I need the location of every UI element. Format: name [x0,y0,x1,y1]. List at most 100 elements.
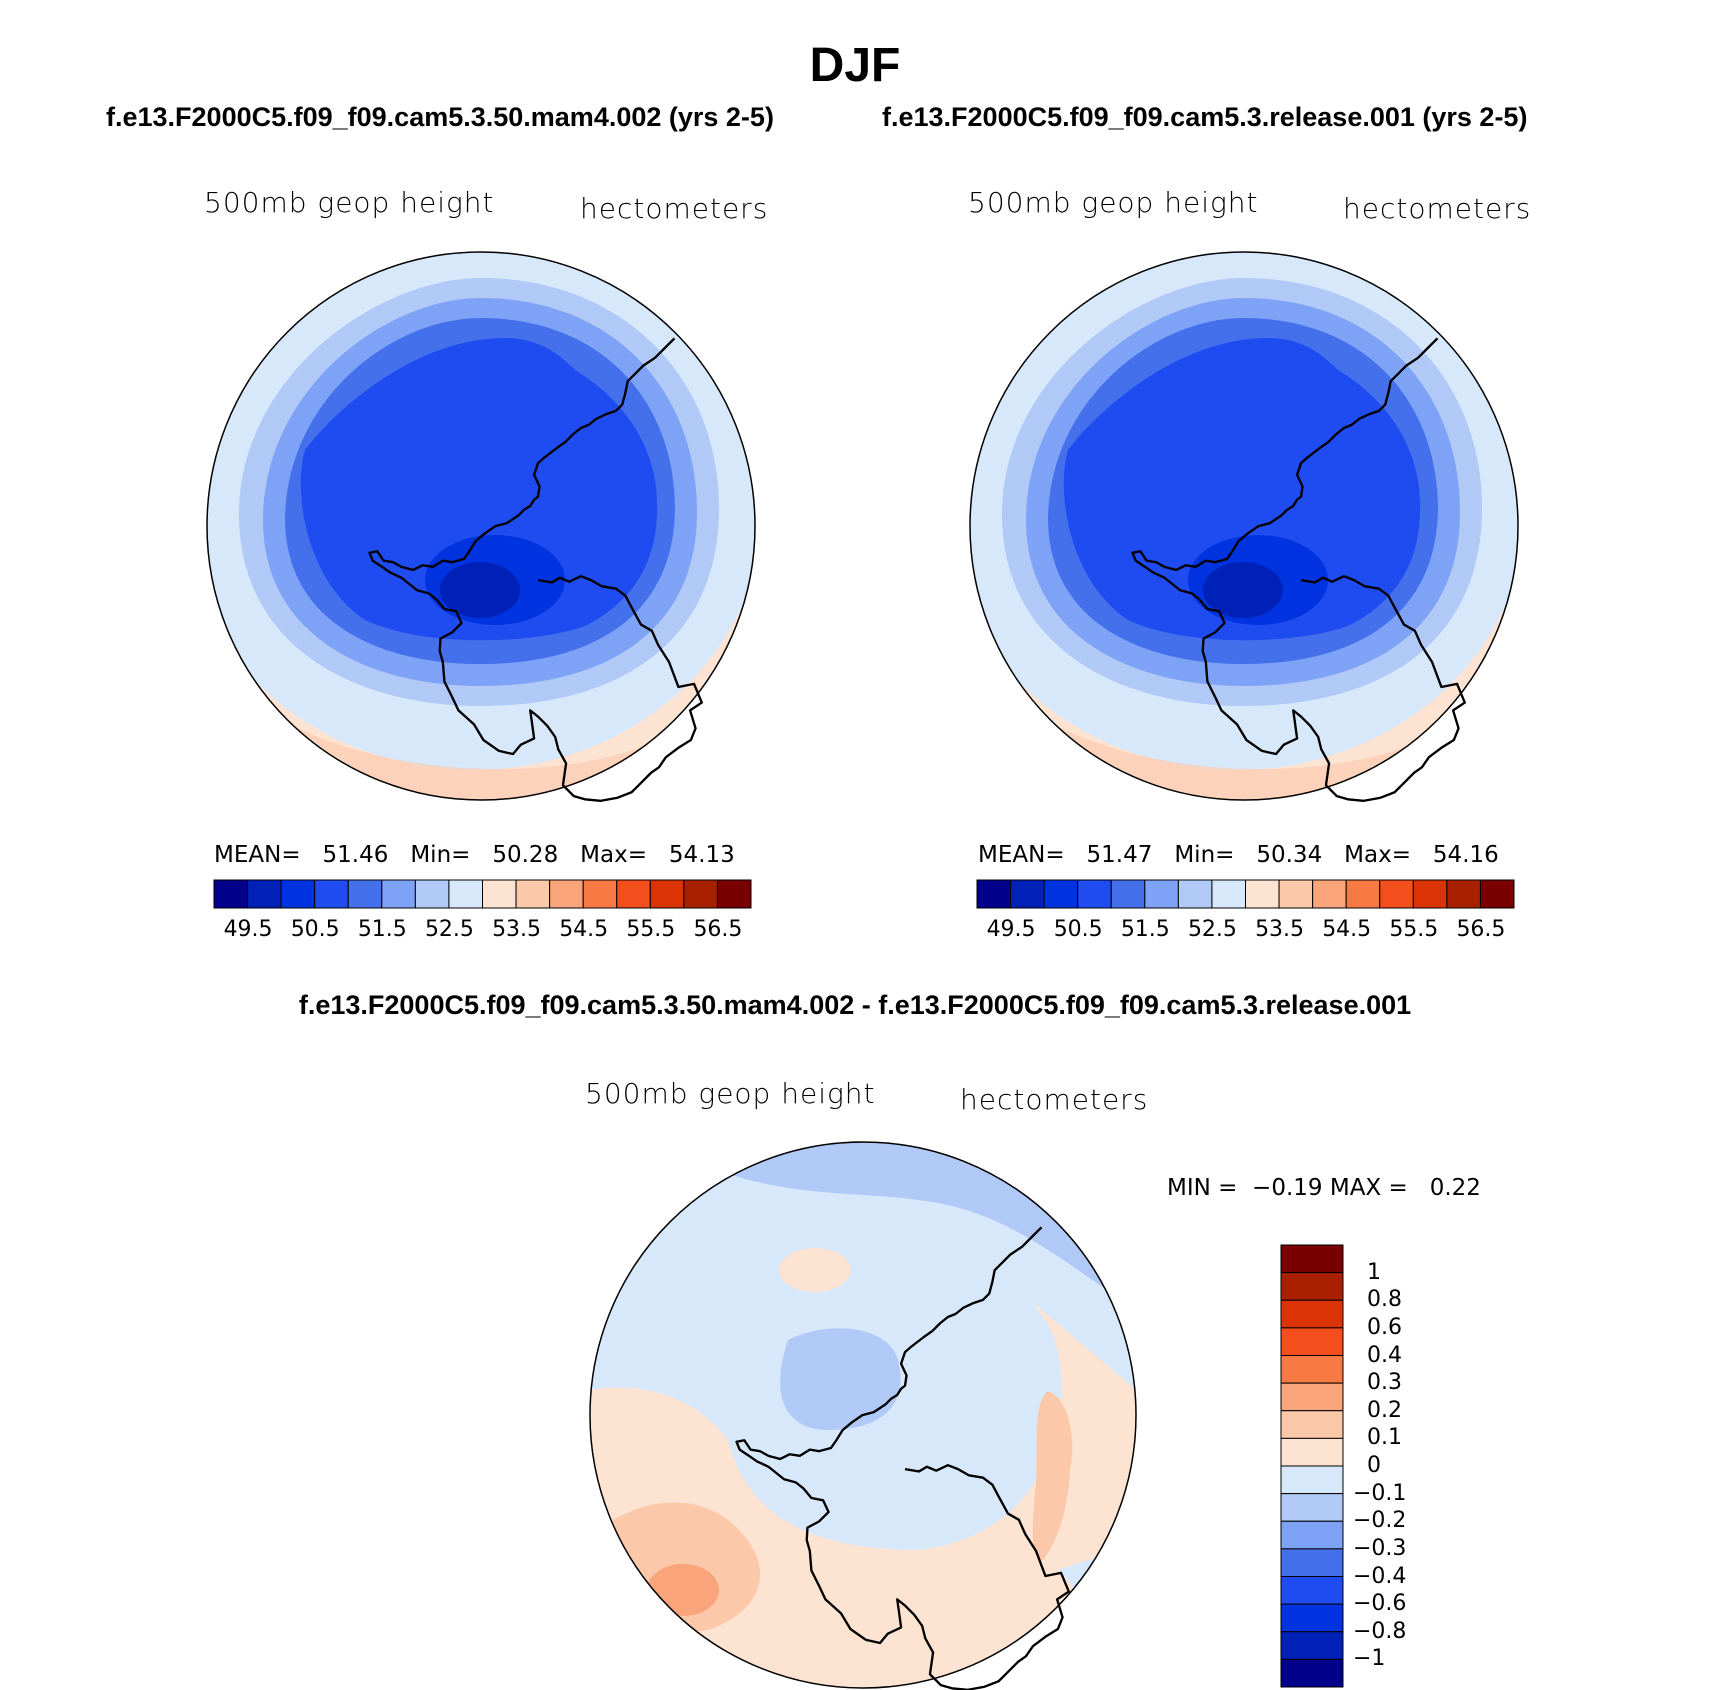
colorbar-tick-label: 54.5 [1322,917,1372,942]
colorbar-tick-label: 51.5 [1120,917,1170,942]
contour-band [779,1248,851,1292]
colorbar-swatch [347,879,383,909]
colorbar-swatch [1280,1493,1344,1522]
colorbar-swatch [213,879,249,909]
colorbar-swatch [1278,879,1314,909]
contour-band [440,562,520,618]
left-mean-value: 51.46 [322,842,389,868]
diff-polar-map [589,1141,1137,1690]
colorbar-tick-label: −0.4 [1353,1563,1407,1589]
antarctica-coastline [368,337,703,803]
contour-fills [590,1142,1136,1688]
colorbar-swatch [1280,1244,1344,1274]
colorbar-swatch [1280,1327,1344,1356]
colorbar-swatch [1280,1410,1344,1439]
colorbar-swatch [1280,1576,1344,1605]
colorbar-tick-label: −0.8 [1353,1618,1407,1644]
diff-stats: MIN = −0.19 MAX = 0.22 [1167,1175,1481,1201]
diff-max-value: 0.22 [1429,1175,1481,1201]
colorbar-tick-label: 56.5 [693,917,743,942]
left-max-label: Max= [580,842,647,868]
map-border [969,251,1519,801]
colorbar-tick-label: 54.5 [559,917,609,942]
colorbar-tick-label: 0.8 [1367,1287,1402,1313]
diff-min-label: MIN = [1167,1175,1238,1201]
colorbar-swatch [1280,1520,1344,1550]
coastline [1131,337,1466,803]
colorbar-swatch [1280,1603,1344,1633]
right-max-value: 54.16 [1432,842,1499,868]
antarctica-coastline [735,1226,1070,1690]
colorbar-swatch [1479,879,1515,909]
left-units-label: hectometers [580,192,769,225]
colorbar-tick-label: 55.5 [626,917,676,942]
colorbar-swatch [649,879,685,909]
right-min-value: 50.34 [1256,842,1323,868]
colorbar-swatch [1312,879,1347,909]
colorbar-tick-label: 0.1 [1367,1425,1402,1451]
colorbar-tick-label: 50.5 [290,917,340,942]
colorbar-tick-label: −0.2 [1353,1508,1407,1534]
diff-max-label: MAX = [1329,1175,1408,1201]
colorbar-tick-label: 52.5 [1187,917,1237,942]
contour-band [780,1328,901,1430]
right-max-label: Max= [1344,842,1411,868]
left-colorbar-ticks: 49.5 50.5 51.5 52.5 53.5 54.5 55.5 56.5 [214,917,751,947]
contour-band [1032,1391,1073,1560]
map-border [206,251,756,801]
colorbar-swatch [1280,1658,1344,1688]
diff-units-label: hectometers [960,1083,1149,1116]
colorbar-swatch [616,879,651,909]
left-run-title: f.e13.F2000C5.f09_f09.cam5.3.50.mam4.002… [106,102,774,132]
coastline [735,1226,1070,1690]
colorbar-swatch [1110,879,1146,909]
colorbar-swatch [976,879,1012,909]
colorbar-tick-label: 49.5 [223,917,273,942]
contour-fills [207,252,755,800]
colorbar-swatch [1043,879,1079,909]
right-run-title: f.e13.F2000C5.f09_f09.cam5.3.release.001… [882,102,1528,132]
colorbar-tick-label: 56.5 [1456,917,1506,942]
colorbar-tick-label: 53.5 [1255,917,1305,942]
colorbar-swatch [482,879,517,909]
colorbar-tick-label: −0.6 [1353,1591,1407,1617]
left-mean-label: MEAN= [214,842,301,868]
diff-variable-label: 500mb geop height [585,1077,876,1110]
colorbar-swatch [1280,1548,1344,1577]
colorbar-swatch [448,879,483,909]
colorbar-tick-label: 0.3 [1367,1370,1402,1396]
colorbar-swatch [1379,879,1414,909]
colorbar-swatch [414,879,450,909]
colorbar-swatch [1280,1272,1344,1301]
colorbar-tick-label: −1 [1353,1646,1386,1672]
colorbar-swatch [549,879,584,909]
colorbar-tick-label: 0 [1367,1453,1381,1478]
colorbar-tick-label: 0.2 [1367,1397,1402,1423]
colorbar-swatch [1446,879,1481,909]
colorbar-swatch [716,879,752,909]
left-min-value: 50.28 [492,842,559,868]
colorbar-swatch [247,879,282,909]
left-min-label: Min= [410,842,471,868]
colorbar-tick-label: −0.1 [1353,1480,1407,1506]
colorbar-swatch [515,879,551,909]
colorbar-swatch [381,879,416,909]
contour-band [647,1564,719,1616]
diff-colorbar [1280,1244,1344,1688]
right-colorbar-ticks: 49.5 50.5 51.5 52.5 53.5 54.5 55.5 56.5 [977,917,1514,947]
colorbar-tick-label: 53.5 [492,917,542,942]
right-units-label: hectometers [1343,192,1532,225]
left-max-value: 54.13 [668,842,735,868]
colorbar-swatch [582,879,618,909]
colorbar-swatch [1010,879,1045,909]
right-colorbar [976,879,1515,909]
contour-band [300,338,658,641]
colorbar-swatch [1345,879,1381,909]
right-variable-label: 500mb geop height [968,186,1259,219]
colorbar-swatch [1177,879,1213,909]
right-mean-label: MEAN= [978,842,1065,868]
colorbar-tick-label: 49.5 [986,917,1036,942]
coastline [368,337,703,803]
colorbar-swatch [1211,879,1246,909]
right-mean-value: 51.47 [1086,842,1153,868]
